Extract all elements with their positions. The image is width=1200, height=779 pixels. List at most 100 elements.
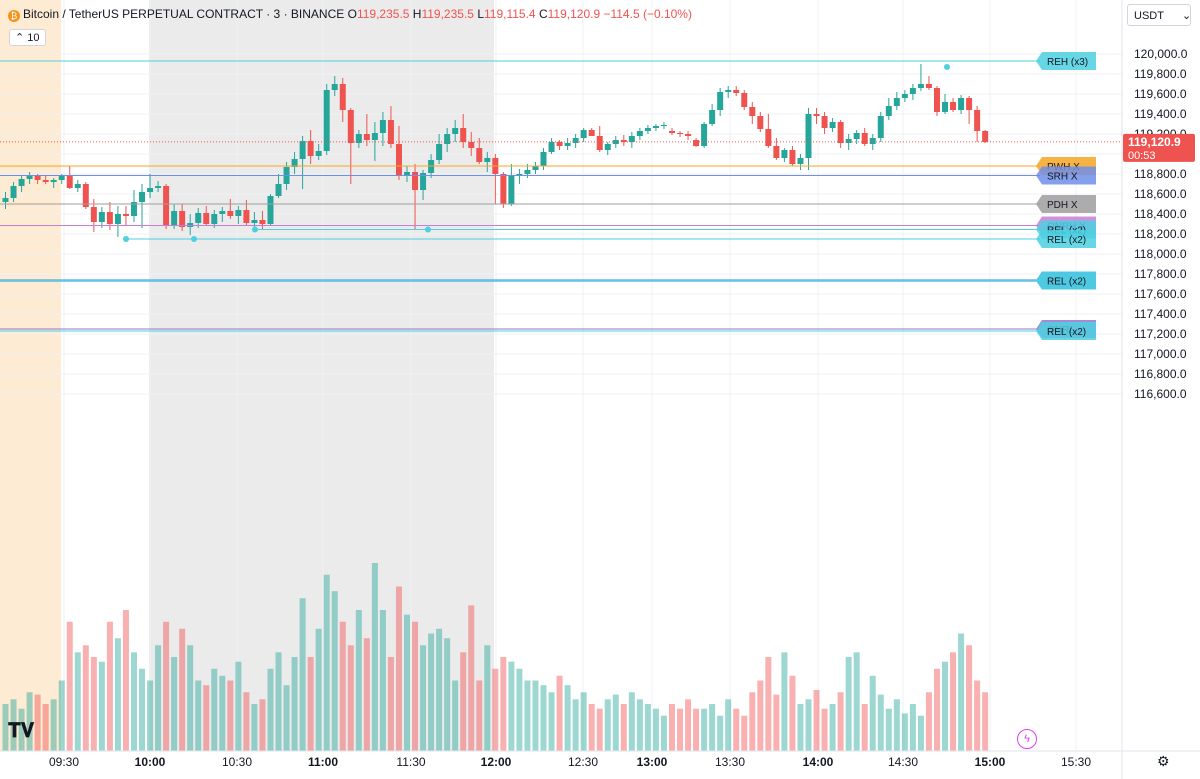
volume-bar: [299, 598, 306, 751]
candle-body: [412, 172, 419, 190]
volume-bar: [18, 708, 25, 751]
volume-bar: [773, 694, 780, 751]
volume-bar: [508, 661, 515, 751]
price-tick-label: 118,400.0: [1134, 207, 1187, 221]
volume-bar: [484, 645, 491, 751]
level-anchor: [252, 226, 258, 233]
open-label: O: [347, 7, 357, 21]
volume-bar: [701, 708, 708, 751]
candle-body: [106, 212, 113, 224]
candle-body: [773, 146, 780, 158]
time-axis[interactable]: 09:30 10:00 10:30 11:00 11:30 12:00 12:30 13:00…: [0, 750, 1200, 769]
candle-body: [725, 90, 732, 92]
interval-badge[interactable]: ⌃ 10: [9, 29, 46, 46]
candle-body: [323, 90, 330, 151]
candle-body: [339, 84, 346, 110]
volume-bar: [235, 661, 242, 751]
candle-body: [909, 88, 916, 94]
gear-icon[interactable]: ⚙: [1157, 753, 1170, 769]
time-tick-label: 14:30: [888, 755, 918, 769]
candle-body: [468, 142, 475, 148]
session-asia: [0, 0, 61, 751]
change-value: −114.5 (−0.10%): [603, 7, 692, 21]
candle-body: [18, 179, 25, 186]
level-anchor: [123, 236, 129, 242]
current-price-label-bg: [1123, 133, 1195, 162]
volume-bar: [660, 715, 667, 751]
candle-body: [588, 130, 595, 136]
candle-body: [331, 84, 338, 90]
volume-bar: [958, 633, 965, 751]
level-tag-label: REH (x3): [1047, 57, 1088, 68]
candle-body: [677, 133, 684, 134]
candle-body: [604, 144, 611, 150]
candle-body: [171, 211, 178, 225]
volume-bar: [516, 668, 523, 751]
candle-body: [789, 150, 796, 164]
candle-body: [219, 211, 226, 214]
volume-bar: [524, 680, 531, 751]
exchange-label: BINANCE: [290, 7, 345, 21]
volume-bar: [885, 708, 892, 751]
candle-body: [130, 202, 137, 216]
volume-bar: [130, 652, 137, 751]
candle-body: [893, 98, 900, 106]
volume-bar: [379, 610, 386, 751]
candle-body: [259, 220, 266, 224]
volume-bar: [564, 685, 571, 751]
candle-body: [781, 150, 788, 158]
volume-bar: [797, 704, 804, 751]
candle-body: [660, 125, 667, 126]
volume-bar: [436, 628, 443, 751]
interval-badge-value: 10: [27, 32, 40, 44]
price-axis-bg: [1122, 0, 1200, 779]
symbol-name[interactable]: Bitcoin / TetherUS PERPETUAL CONTRACT: [23, 7, 263, 21]
volume-bar: [877, 694, 884, 751]
candle-body: [139, 192, 146, 202]
candle-body: [42, 180, 49, 182]
volume-bar: [114, 638, 121, 751]
volume-bar: [596, 708, 603, 751]
candle-body: [299, 141, 306, 159]
volume-bar: [580, 692, 587, 751]
time-tick-label: 15:00: [975, 755, 1006, 769]
volume-bar: [966, 645, 973, 751]
candle-body: [355, 134, 362, 143]
candle-body: [379, 120, 386, 133]
close-label: C: [538, 7, 548, 21]
volume-bar: [259, 699, 266, 751]
volume-bar: [548, 692, 555, 751]
candle-body: [966, 98, 973, 110]
candle-body: [668, 131, 675, 133]
volume-bar: [588, 704, 595, 751]
volume-bar: [636, 699, 643, 751]
volume-bar: [805, 699, 812, 751]
level-tag: REL (x2): [1036, 271, 1096, 290]
volume-bar: [10, 699, 17, 751]
level-tag-label: SRH X: [1047, 172, 1078, 183]
price-tick-label: 119,600.0: [1134, 87, 1187, 101]
price-axis[interactable]: 116,600.0 116,800.0 117,000.0 117,200.0 117,…: [1121, 0, 1200, 779]
lightning-icon[interactable]: ϟ: [1017, 729, 1037, 749]
candle-body: [733, 90, 740, 93]
candle-body: [620, 140, 627, 142]
candle-body: [958, 98, 965, 110]
volume-bar: [291, 657, 298, 751]
price-tick-label: 118,800.0: [1134, 167, 1187, 181]
level-anchor: [191, 236, 197, 242]
volume-bar: [187, 645, 194, 751]
currency-selector[interactable]: USDT ⌄: [1127, 4, 1191, 26]
level-tag-bg: [1036, 166, 1096, 185]
level-tag-bg: [1036, 230, 1096, 248]
volume-bar: [66, 621, 73, 751]
close-value: 119,120.9: [547, 7, 601, 21]
volume-bar: [171, 657, 178, 751]
candle-body: [476, 148, 483, 162]
candle-body: [90, 207, 97, 222]
candle-body: [58, 176, 65, 180]
candle-body: [235, 210, 242, 216]
volume-bar: [933, 668, 940, 751]
candle-body: [50, 180, 57, 182]
volume-bar: [395, 586, 402, 751]
